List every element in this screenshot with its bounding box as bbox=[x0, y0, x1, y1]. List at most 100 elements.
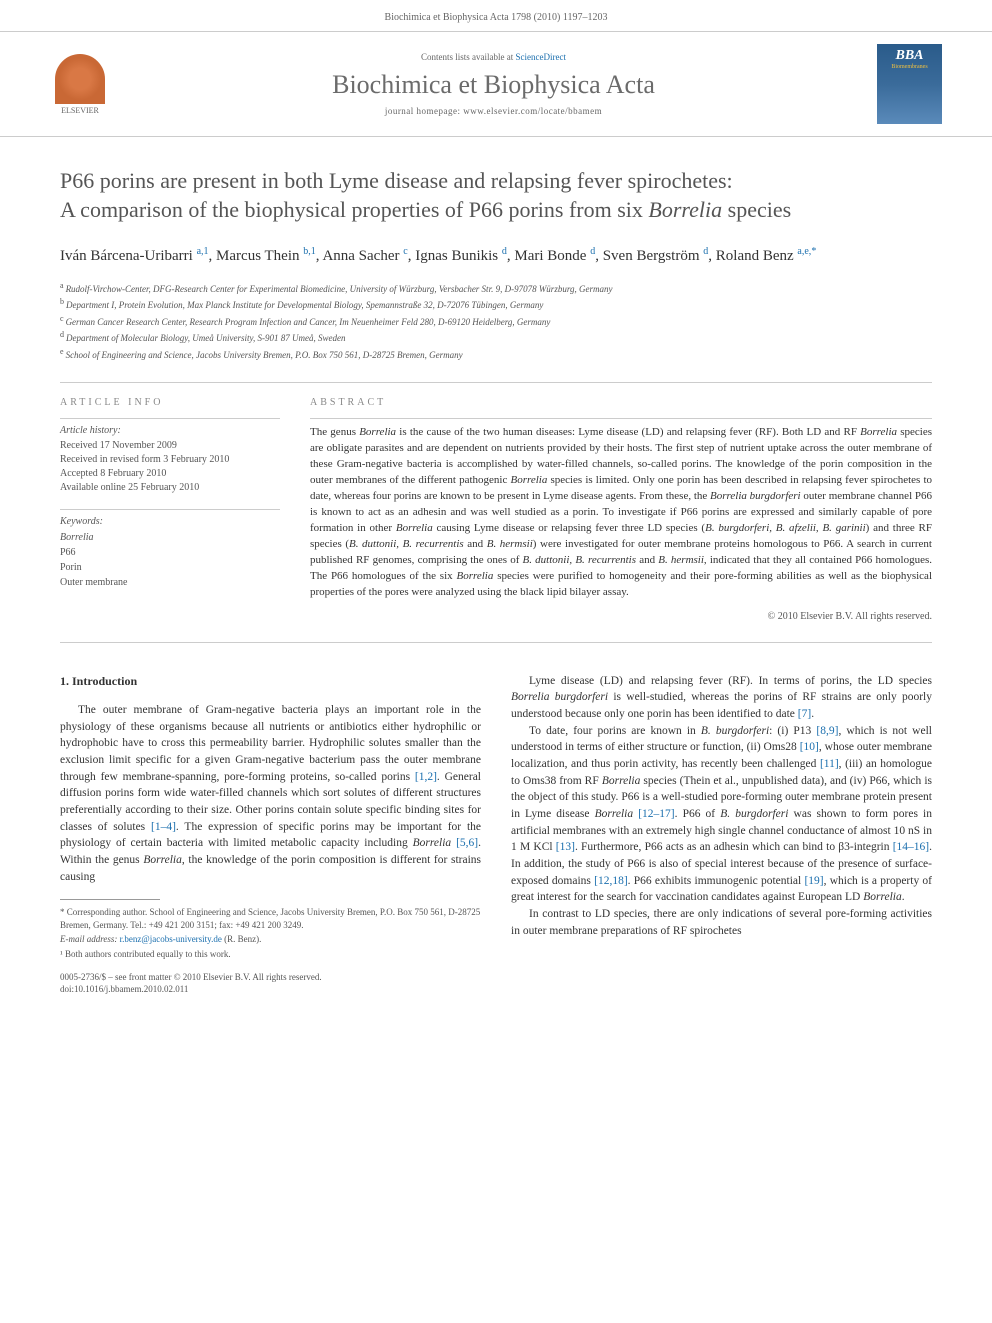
citation-ref[interactable]: [14–16] bbox=[893, 841, 929, 853]
article-title: P66 porins are present in both Lyme dise… bbox=[60, 167, 932, 224]
citation-ref[interactable]: [5,6] bbox=[456, 837, 478, 849]
journal-cover: BBA Biomembranes bbox=[877, 44, 942, 124]
abstract-fragment: Borrelia bbox=[359, 426, 396, 438]
abstract-heading: ABSTRACT bbox=[310, 397, 932, 408]
abstract-fragment: Borrelia bbox=[510, 474, 547, 486]
abstract-fragment: Borrelia bbox=[456, 570, 493, 582]
author: Mari Bonde d bbox=[514, 248, 595, 264]
citation-ref[interactable]: [12–17] bbox=[638, 808, 674, 820]
abstract-fragment: B. duttonii, B. recurrentis bbox=[349, 538, 464, 550]
history-line: Available online 25 February 2010 bbox=[60, 481, 280, 495]
text-fragment: Borrelia bbox=[602, 775, 641, 787]
citation-ref[interactable]: [19] bbox=[804, 875, 823, 887]
footer-line2: doi:10.1016/j.bbamem.2010.02.011 bbox=[60, 983, 932, 996]
keywords-block: Keywords: BorreliaP66PorinOuter membrane bbox=[60, 516, 280, 590]
affiliation: d Department of Molecular Biology, Umeå … bbox=[60, 329, 932, 346]
author: Roland Benz a,e,* bbox=[716, 248, 817, 264]
citation-ref[interactable]: [13] bbox=[556, 841, 575, 853]
history-line: Accepted 8 February 2010 bbox=[60, 467, 280, 481]
citation-ref[interactable]: [12,18] bbox=[594, 875, 628, 887]
title-line2b: Borrelia bbox=[648, 197, 722, 222]
citation-ref[interactable]: [11] bbox=[820, 758, 839, 770]
bba-cover-sub: Biomembranes bbox=[891, 64, 927, 70]
author-affil-sup: a,1 bbox=[197, 246, 209, 257]
citation-ref[interactable]: [1,2] bbox=[415, 771, 437, 783]
text-fragment: Borrelia bbox=[863, 891, 902, 903]
journal-banner: ELSEVIER Contents lists available at Sci… bbox=[0, 31, 992, 137]
body-paragraph: To date, four porins are known in B. bur… bbox=[511, 723, 932, 906]
abstract-fragment: and bbox=[464, 538, 487, 550]
email-link[interactable]: r.benz@jacobs-university.de bbox=[120, 934, 222, 944]
divider bbox=[60, 418, 280, 419]
body-col-left: 1. Introduction The outer membrane of Gr… bbox=[60, 673, 481, 963]
divider bbox=[60, 642, 932, 643]
abstract-fragment: is the cause of the two human diseases: … bbox=[396, 426, 860, 438]
affiliation: a Rudolf-Virchow-Center, DFG-Research Ce… bbox=[60, 280, 932, 297]
corresponding-star-icon: * bbox=[811, 246, 816, 257]
title-line1: P66 porins are present in both Lyme dise… bbox=[60, 168, 733, 193]
divider bbox=[60, 382, 932, 383]
divider bbox=[60, 509, 280, 510]
contents-prefix: Contents lists available at bbox=[421, 52, 515, 62]
abstract-fragment: and bbox=[636, 554, 658, 566]
body-paragraph: Lyme disease (LD) and relapsing fever (R… bbox=[511, 673, 932, 723]
abstract-text: The genus Borrelia is the cause of the t… bbox=[310, 425, 932, 600]
keyword: Borrelia bbox=[60, 530, 280, 545]
citation-ref[interactable]: [1–4] bbox=[151, 821, 176, 833]
contents-line: Contents lists available at ScienceDirec… bbox=[110, 52, 877, 62]
abstract-fragment: Borrelia burgdorferi bbox=[710, 490, 801, 502]
affil-sup: c bbox=[60, 314, 66, 323]
elsevier-logo: ELSEVIER bbox=[50, 49, 110, 119]
corresponding-author-note: * Corresponding author. School of Engine… bbox=[60, 906, 481, 931]
text-fragment: . P66 of bbox=[675, 808, 721, 820]
affil-sup: e bbox=[60, 347, 66, 356]
text-fragment: . P66 exhibits immunogenic potential bbox=[628, 875, 805, 887]
text-fragment: Borrelia bbox=[413, 837, 452, 849]
history-line: Received 17 November 2009 bbox=[60, 439, 280, 453]
author: Ignas Bunikis d bbox=[415, 248, 507, 264]
text-fragment: . Furthermore, P66 acts as an adhesin wh… bbox=[575, 841, 893, 853]
text-fragment: Lyme disease (LD) and relapsing fever (R… bbox=[529, 675, 932, 687]
author: Sven Bergström d bbox=[603, 248, 709, 264]
affil-sup: b bbox=[60, 297, 66, 306]
author: Anna Sacher c bbox=[322, 248, 407, 264]
footer-line1: 0005-2736/$ – see front matter © 2010 El… bbox=[60, 971, 932, 984]
affil-sup: d bbox=[60, 330, 66, 339]
email-label: E-mail address: bbox=[60, 934, 117, 944]
abstract-fragment: Borrelia bbox=[396, 522, 433, 534]
affiliation: b Department I, Protein Evolution, Max P… bbox=[60, 296, 932, 313]
article-history: Article history: Received 17 November 20… bbox=[60, 425, 280, 495]
section-heading: 1. Introduction bbox=[60, 673, 481, 690]
abstract-copyright: © 2010 Elsevier B.V. All rights reserved… bbox=[310, 611, 932, 622]
author-affil-sup: a,e, bbox=[797, 246, 811, 257]
footnotes: * Corresponding author. School of Engine… bbox=[60, 906, 481, 960]
citation-text: Biochimica et Biophysica Acta 1798 (2010… bbox=[385, 12, 608, 23]
citation-ref[interactable]: [7] bbox=[798, 708, 811, 720]
sciencedirect-link[interactable]: ScienceDirect bbox=[516, 52, 566, 62]
author: Iván Bárcena-Uribarri a,1 bbox=[60, 248, 209, 264]
text-fragment: B. burgdorferi bbox=[701, 725, 769, 737]
history-title: Article history: bbox=[60, 425, 280, 436]
keyword: Porin bbox=[60, 560, 280, 575]
abstract-fragment: Borrelia bbox=[860, 426, 897, 438]
content-area: P66 porins are present in both Lyme dise… bbox=[0, 167, 992, 963]
author-list: Iván Bárcena-Uribarri a,1, Marcus Thein … bbox=[60, 244, 932, 268]
journal-homepage: journal homepage: www.elsevier.com/locat… bbox=[110, 106, 877, 116]
text-fragment: Borrelia burgdorferi bbox=[511, 691, 608, 703]
abstract-fragment: B. burgdorferi, B. afzelii, B. garinii bbox=[705, 522, 866, 534]
text-fragment: Borrelia bbox=[143, 854, 182, 866]
citation-ref[interactable]: [8,9] bbox=[816, 725, 838, 737]
keywords-title: Keywords: bbox=[60, 516, 280, 527]
affiliation: e School of Engineering and Science, Jac… bbox=[60, 346, 932, 363]
author-affil-sup: d bbox=[502, 246, 507, 257]
abstract-fragment: B. hermsii bbox=[658, 554, 704, 566]
abstract-fragment: B. hermsii bbox=[487, 538, 533, 550]
divider bbox=[310, 418, 932, 419]
title-line2c: species bbox=[722, 197, 791, 222]
citation-ref[interactable]: [10] bbox=[800, 741, 819, 753]
author-affil-sup: b,1 bbox=[303, 246, 316, 257]
author-affil-sup: c bbox=[403, 246, 407, 257]
bba-cover-label: BBA bbox=[895, 48, 923, 64]
info-abstract-row: ARTICLE INFO Article history: Received 1… bbox=[60, 397, 932, 621]
text-fragment: . bbox=[811, 708, 814, 720]
